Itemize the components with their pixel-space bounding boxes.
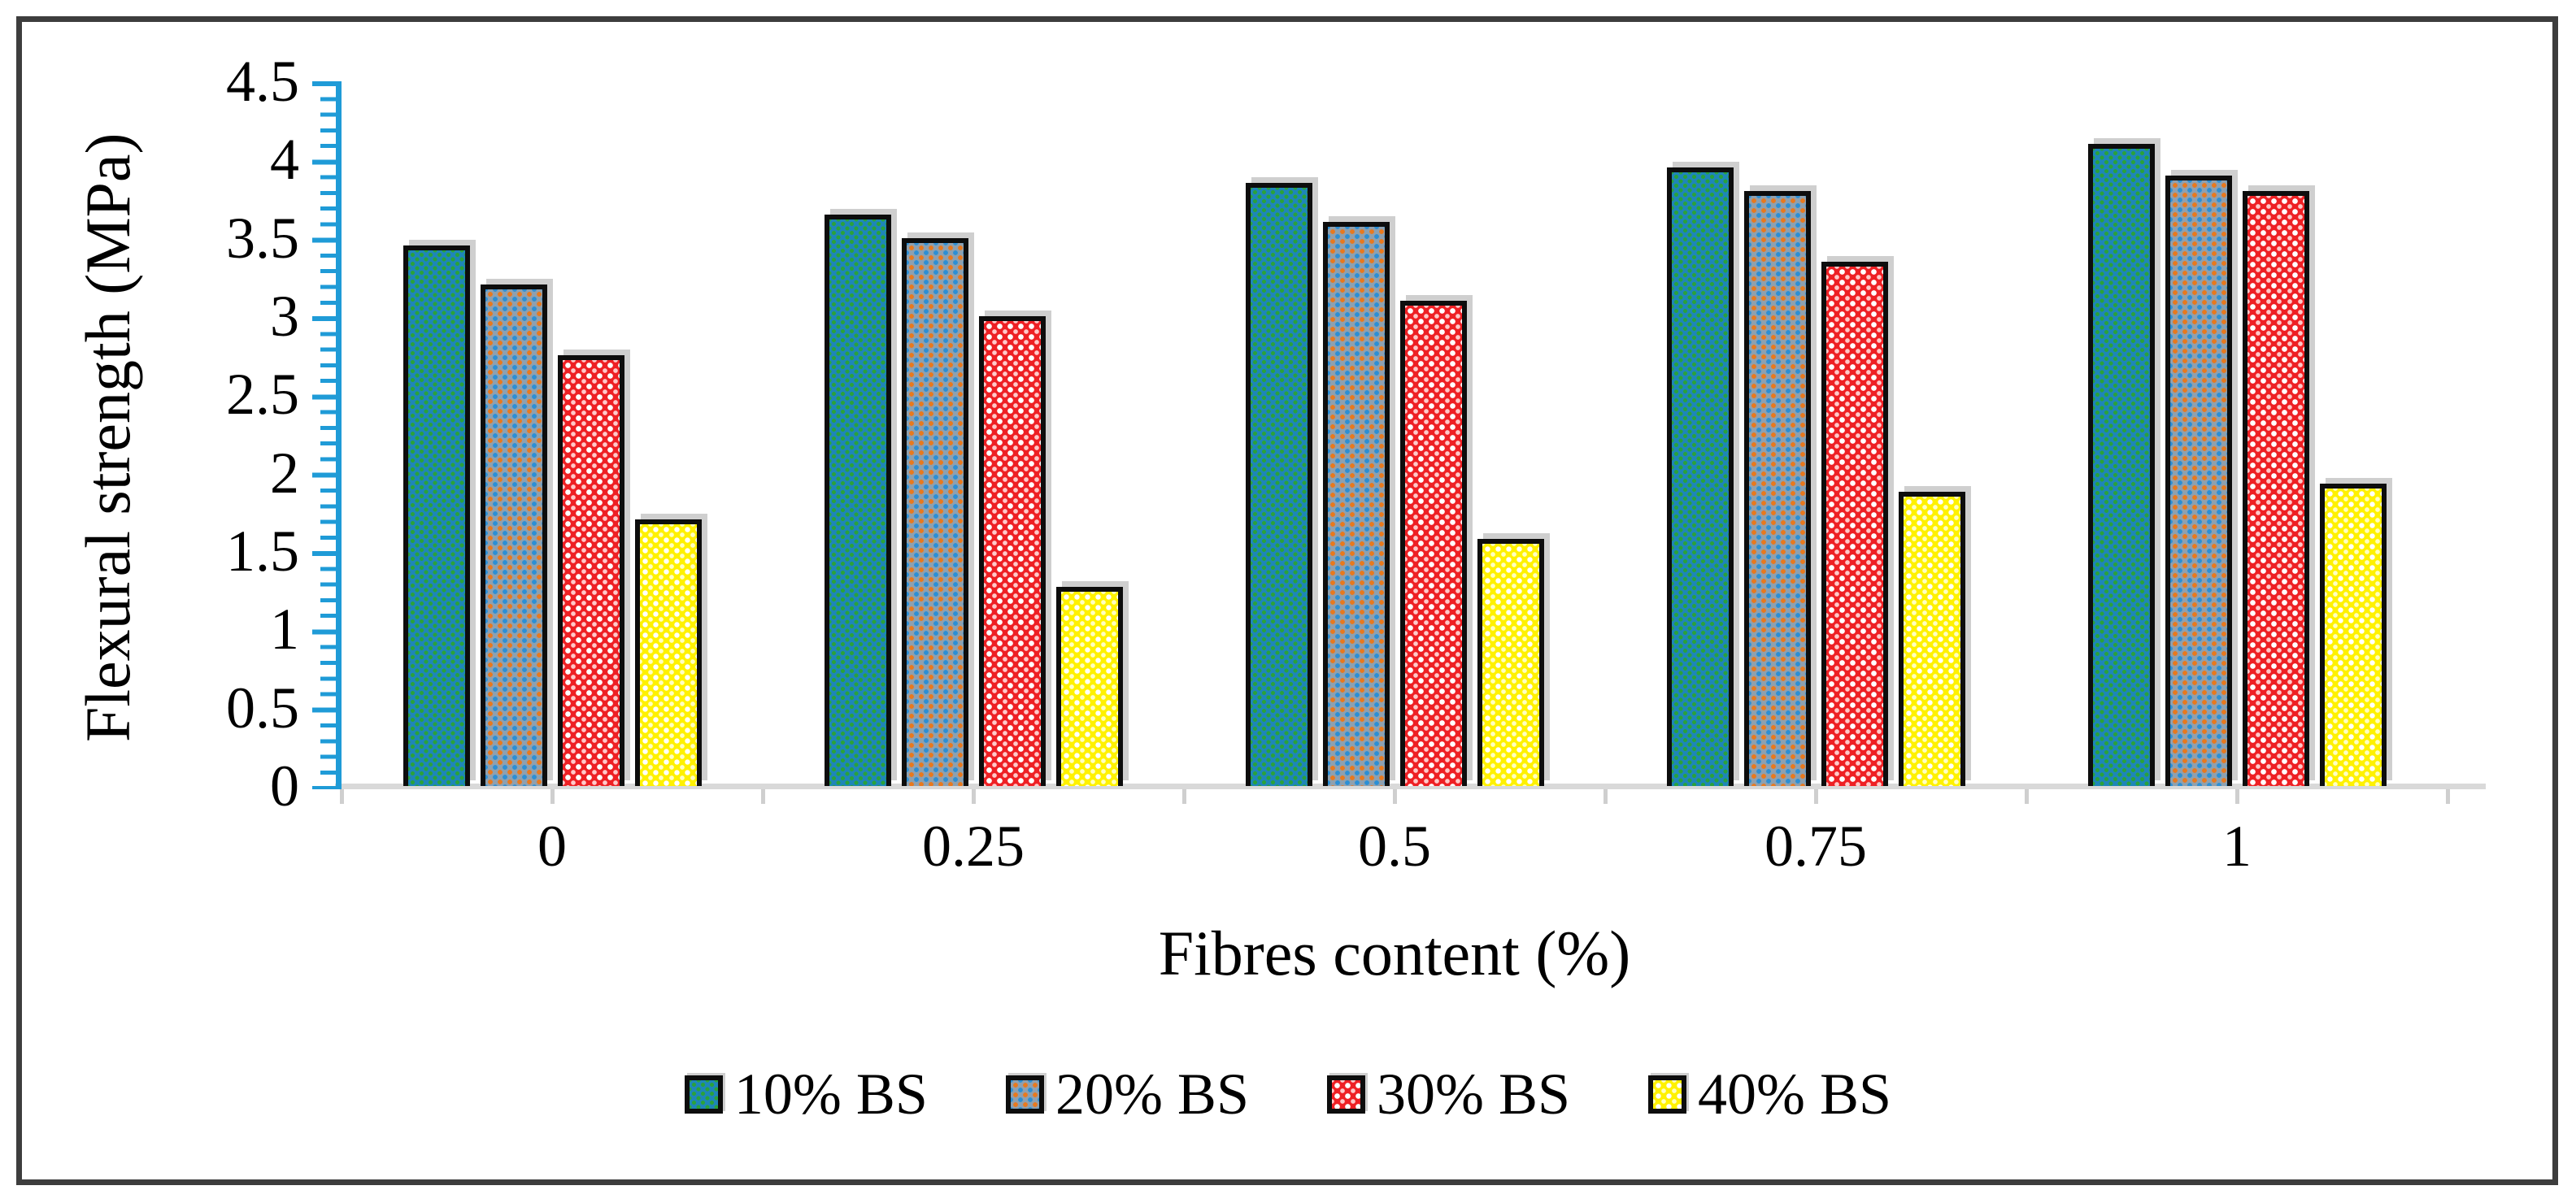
x-axis-tick xyxy=(1603,789,1608,804)
x-tick-label: 0 xyxy=(537,814,567,879)
bar-40bs-cat0.75 xyxy=(1899,492,1965,786)
x-axis-title: Fibres content (%) xyxy=(1158,918,1631,988)
bar-40bs-cat0.25 xyxy=(1056,587,1123,786)
y-tick-label: 3.5 xyxy=(226,205,299,271)
x-axis-tick xyxy=(972,789,976,804)
x-axis-tick xyxy=(1393,789,1397,804)
bar-20bs-cat0.5 xyxy=(1323,222,1390,786)
bar-10bs-cat0.75 xyxy=(1667,167,1734,786)
bar-20bs-cat0.75 xyxy=(1744,191,1811,786)
bar-30bs-cat0.25 xyxy=(979,316,1046,786)
x-axis-tick xyxy=(761,789,765,804)
legend-label: 10% BS xyxy=(733,1062,928,1127)
x-tick-label: 0.25 xyxy=(922,814,1025,879)
legend-swatch-icon xyxy=(1005,1075,1044,1114)
legend-swatch-icon xyxy=(1648,1075,1687,1114)
legend-label: 40% BS xyxy=(1698,1062,1892,1127)
bar-20bs-cat1 xyxy=(2165,176,2232,786)
bar-10bs-cat0.25 xyxy=(825,215,891,786)
x-tick-label: 0.75 xyxy=(1764,814,1867,879)
x-axis-tick xyxy=(1182,789,1186,804)
legend-item: 10% BS xyxy=(684,1053,928,1135)
bar-30bs-cat1 xyxy=(2243,191,2309,786)
legend-item: 30% BS xyxy=(1327,1053,1570,1135)
x-tick-label: 0.5 xyxy=(1358,814,1431,879)
y-axis-line xyxy=(336,81,342,789)
legend: 10% BS 20% BS 30% BS 40% BS xyxy=(0,1053,2576,1135)
y-tick-label: 2 xyxy=(270,440,299,506)
bar-40bs-cat0.5 xyxy=(1477,539,1544,786)
bar-30bs-cat0 xyxy=(558,355,624,786)
x-axis-tick xyxy=(550,789,555,804)
x-axis-tick xyxy=(2446,789,2450,804)
bar-20bs-cat0.25 xyxy=(902,238,968,786)
legend-swatch-icon xyxy=(684,1075,723,1114)
bar-20bs-cat0 xyxy=(481,284,547,786)
legend-label: 20% BS xyxy=(1055,1062,1249,1127)
x-tick-label: 1 xyxy=(2222,814,2252,879)
x-axis-tick xyxy=(1814,789,1818,804)
y-tick-label: 0 xyxy=(270,754,299,819)
legend-swatch-icon xyxy=(1327,1075,1365,1114)
y-tick-label: 4 xyxy=(270,127,299,193)
x-axis-tick xyxy=(340,789,344,804)
bar-30bs-cat0.75 xyxy=(1821,262,1888,786)
x-axis-tick xyxy=(2235,789,2239,804)
y-tick-label: 2.5 xyxy=(226,362,299,428)
y-tick-label: 1 xyxy=(270,597,299,662)
plot-area: 0 0.5 1 1.5 2 2.5 3 3.5 4 4.5 0 0.25 0.5 0.75 1 xyxy=(226,49,2486,879)
bar-40bs-cat1 xyxy=(2320,484,2387,786)
legend-item: 20% BS xyxy=(1005,1053,1249,1135)
y-axis-major-ticks xyxy=(312,81,336,789)
bar-10bs-cat0.5 xyxy=(1246,183,1312,786)
legend-item: 40% BS xyxy=(1648,1053,1891,1135)
y-tick-label: 1.5 xyxy=(226,519,299,584)
bar-10bs-cat1 xyxy=(2088,144,2155,786)
y-tick-label: 4.5 xyxy=(226,49,299,114)
y-tick-label: 0.5 xyxy=(226,675,299,740)
legend-label: 30% BS xyxy=(1377,1062,1571,1127)
bar-40bs-cat0 xyxy=(635,519,702,786)
bar-30bs-cat0.5 xyxy=(1400,301,1467,786)
x-axis-tick xyxy=(2025,789,2029,804)
bar-10bs-cat0 xyxy=(403,245,470,786)
x-axis-line xyxy=(335,784,2486,789)
y-tick-label: 3 xyxy=(270,284,299,349)
